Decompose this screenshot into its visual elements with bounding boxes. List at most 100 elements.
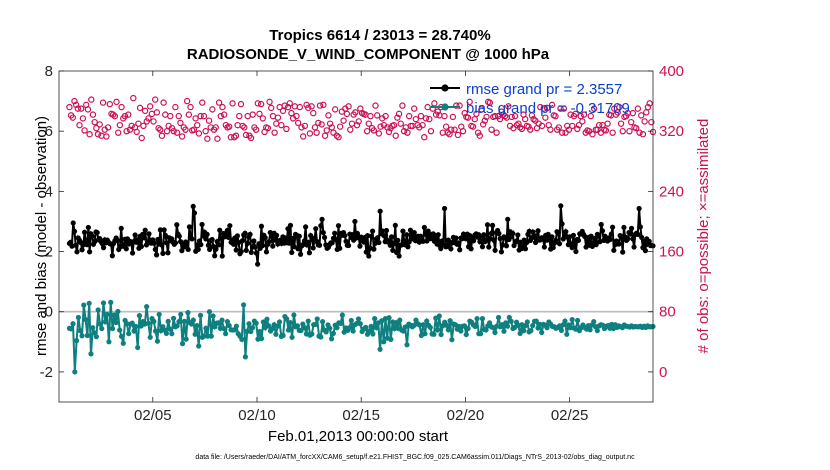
bias-marker bbox=[100, 300, 107, 306]
obs-possible-marker bbox=[202, 127, 209, 135]
bias-marker bbox=[239, 336, 245, 343]
obs-possible-marker bbox=[397, 120, 404, 127]
rmse-marker bbox=[646, 238, 652, 244]
bias-marker bbox=[309, 331, 315, 337]
obs-possible-marker bbox=[558, 129, 566, 136]
obs-possible-marker bbox=[449, 113, 457, 121]
obs-possible-marker bbox=[505, 103, 512, 110]
obs-possible-marker bbox=[466, 98, 473, 106]
bias-marker bbox=[129, 320, 135, 326]
rmse-marker bbox=[492, 247, 498, 253]
bias-marker bbox=[145, 320, 152, 326]
obs-possible-marker bbox=[313, 129, 320, 136]
obs-possible-marker bbox=[232, 132, 240, 139]
obs-possible-marker bbox=[257, 100, 265, 108]
rmse-marker bbox=[225, 234, 232, 241]
rmse-marker bbox=[596, 233, 602, 239]
bias-marker bbox=[120, 340, 126, 346]
obs-possible-marker bbox=[587, 112, 594, 120]
rmse-marker bbox=[406, 239, 412, 245]
footnote: data file: /Users/raeder/DAI/ATM_forcXX/… bbox=[195, 454, 635, 461]
rmse-marker bbox=[80, 242, 86, 248]
rmse-marker bbox=[457, 247, 463, 253]
rmse-marker bbox=[161, 227, 167, 233]
bias-marker bbox=[190, 317, 196, 323]
bias-marker bbox=[388, 336, 394, 343]
bias-marker bbox=[348, 317, 354, 324]
obs-possible-marker bbox=[190, 126, 198, 133]
obs-possible-marker bbox=[298, 124, 305, 131]
obs-possible-marker bbox=[150, 118, 157, 125]
bias-marker bbox=[330, 330, 336, 336]
rmse-marker bbox=[393, 249, 400, 256]
obs-possible-marker bbox=[194, 121, 201, 129]
bias-marker bbox=[266, 323, 272, 329]
rmse-marker bbox=[639, 234, 645, 241]
bias-marker bbox=[492, 329, 498, 336]
obs-possible-marker bbox=[308, 103, 315, 110]
obs-possible-marker bbox=[315, 119, 322, 127]
rmse-marker bbox=[159, 242, 165, 248]
rmse-marker bbox=[132, 232, 138, 238]
obs-possible-marker bbox=[88, 96, 95, 103]
obs-possible-marker bbox=[99, 99, 107, 106]
obs-possible-marker bbox=[454, 131, 462, 139]
rmse-marker bbox=[343, 238, 349, 244]
bias-marker bbox=[221, 325, 227, 332]
obs-possible-marker bbox=[528, 112, 536, 119]
bias-marker bbox=[298, 327, 304, 333]
rmse-marker bbox=[184, 240, 190, 246]
rmse-marker bbox=[550, 245, 556, 251]
rmse-marker bbox=[588, 233, 594, 239]
rmse-marker bbox=[515, 232, 521, 238]
obs-possible-marker bbox=[185, 111, 193, 118]
obs-possible-marker bbox=[241, 124, 248, 131]
rmse-marker bbox=[217, 227, 223, 233]
obs-possible-marker bbox=[486, 99, 494, 106]
bias-marker bbox=[501, 328, 507, 334]
obs-possible-marker bbox=[278, 121, 285, 129]
rmse-marker bbox=[207, 246, 213, 253]
rmse-marker bbox=[357, 243, 363, 249]
obs-possible-marker bbox=[135, 120, 142, 127]
bias-marker bbox=[208, 333, 214, 339]
rmse-marker bbox=[198, 242, 204, 248]
obs-possible-marker bbox=[579, 118, 586, 125]
bias-marker bbox=[102, 319, 108, 325]
bias-marker bbox=[275, 323, 281, 329]
obs-possible-marker bbox=[236, 112, 243, 120]
bias-marker bbox=[386, 315, 392, 321]
rmse-marker bbox=[238, 248, 244, 255]
obs-possible-marker bbox=[626, 127, 633, 135]
rmse-marker bbox=[488, 230, 494, 237]
bias-marker bbox=[223, 331, 229, 337]
rmse-marker bbox=[310, 245, 316, 251]
bias-marker bbox=[424, 318, 430, 324]
rmse-marker bbox=[100, 245, 107, 251]
bias-marker bbox=[93, 334, 99, 340]
bias-marker bbox=[587, 327, 593, 333]
rmse-marker bbox=[114, 237, 121, 244]
bias-marker bbox=[135, 344, 141, 351]
rmse-marker bbox=[404, 232, 410, 238]
obs-possible-marker bbox=[126, 126, 134, 133]
rmse-marker bbox=[290, 235, 296, 241]
obs-possible-marker bbox=[158, 132, 166, 139]
obs-possible-marker bbox=[306, 130, 314, 137]
rmse-marker bbox=[286, 240, 292, 246]
bias-marker bbox=[269, 325, 275, 332]
y-axis-label-left: rmse and bias (model - observation) bbox=[33, 116, 50, 356]
rmse-marker bbox=[391, 240, 397, 247]
obs-possible-marker bbox=[225, 123, 233, 130]
obs-possible-marker bbox=[252, 126, 260, 133]
rmse-marker bbox=[138, 243, 145, 250]
rmse-marker bbox=[224, 227, 230, 234]
bias-marker bbox=[357, 321, 363, 327]
rmse-marker bbox=[332, 230, 338, 236]
obs-possible-marker bbox=[547, 126, 554, 133]
rmse-marker bbox=[609, 224, 616, 230]
bias-marker bbox=[350, 328, 356, 334]
bias-marker bbox=[334, 325, 340, 331]
obs-possible-marker bbox=[557, 105, 564, 112]
obs-possible-marker bbox=[239, 122, 246, 130]
